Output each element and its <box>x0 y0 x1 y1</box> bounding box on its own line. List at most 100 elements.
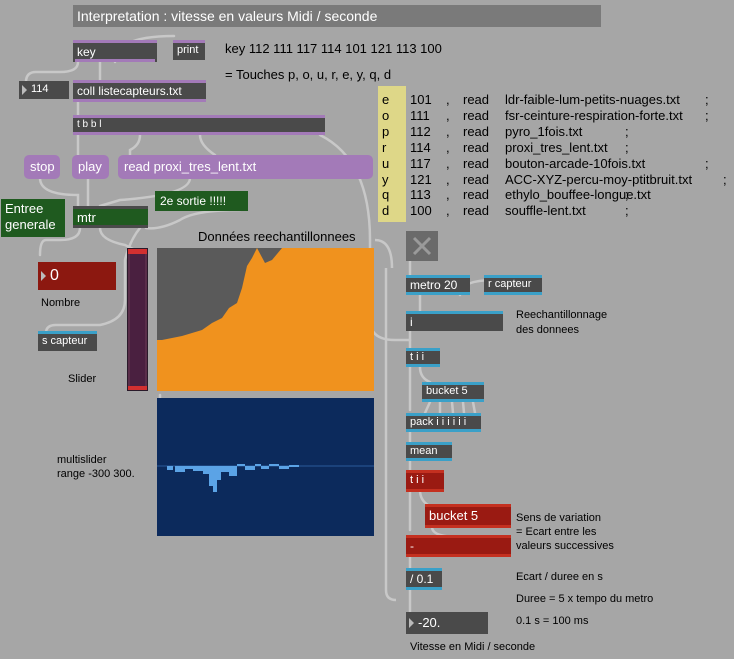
nombre-label: Nombre <box>41 297 81 309</box>
velocity-multislider[interactable] <box>157 398 374 536</box>
key-letter: y <box>382 171 389 187</box>
sens-label: Sens de variation = Ecart entre les vale… <box>516 512 614 552</box>
read-message[interactable]: read proxi_tres_lent.txt <box>118 155 373 179</box>
file-name: proxi_tres_lent.txt <box>505 139 608 155</box>
tbbl-object-label: t b b l <box>77 119 102 130</box>
nombre-value: 0 <box>50 267 59 284</box>
divide-object-label: / 0.1 <box>410 572 434 586</box>
number-114[interactable]: 114 <box>19 81 69 99</box>
key-letters-column <box>378 86 406 222</box>
key-separator: , <box>446 155 450 171</box>
key-code: 101 <box>410 92 432 107</box>
key-code: 112 <box>410 123 431 139</box>
tii-red-label: t i i <box>410 474 425 486</box>
play-message[interactable]: play <box>72 155 109 179</box>
mtr-object[interactable]: mtr <box>73 206 148 228</box>
data-multislider-shade <box>157 248 257 340</box>
minus-object[interactable]: - <box>406 535 511 557</box>
read-command: read <box>463 123 490 139</box>
bucket-b-object[interactable]: bucket 5 <box>425 504 511 528</box>
bucket-b-label: bucket 5 <box>429 508 479 523</box>
number-triangle-icon <box>22 85 27 95</box>
key-code: 117 <box>410 155 431 171</box>
pack-object[interactable]: pack i i i i i i <box>406 413 481 432</box>
r-capteur-object[interactable]: r capteur <box>484 275 542 295</box>
stop-message[interactable]: stop <box>24 155 60 179</box>
key-separator: , <box>446 107 450 123</box>
coll-object[interactable]: coll listecapteurs.txt <box>73 80 206 102</box>
divide-object[interactable]: / 0.1 <box>406 568 442 590</box>
print-object[interactable]: print <box>173 40 205 60</box>
key-letter: e <box>382 92 390 107</box>
coll-object-label: coll listecapteurs.txt <box>77 84 182 98</box>
file-name: ACC-XYZ-percu-moy-ptitbruit.txt <box>505 171 693 187</box>
nombre-number-box[interactable]: 0 <box>38 262 116 290</box>
i-object[interactable]: i <box>406 311 503 331</box>
print-object-label: print <box>177 44 199 56</box>
read-command: read <box>463 155 490 171</box>
velocity-bars <box>167 464 299 492</box>
row-terminator: ; <box>625 139 629 155</box>
donnees-label: Données reechantillonnees <box>198 229 356 244</box>
read-command: read <box>463 139 490 155</box>
metro-object[interactable]: metro 20 <box>406 275 470 295</box>
vitesse-label: Vitesse en Midi / seconde <box>410 641 536 653</box>
read-command: read <box>463 203 490 219</box>
sortie-label: 2e sortie !!!!! <box>155 191 248 211</box>
read-command: read <box>463 107 490 123</box>
read-command: read <box>463 187 490 203</box>
key-separator: , <box>446 92 450 107</box>
key-comment: key 112 111 117 114 101 121 113 100 <box>225 41 442 56</box>
number-114-value: 114 <box>31 83 49 95</box>
key-object[interactable]: key <box>73 40 157 62</box>
reech-label: Reechantillonnage des donnees <box>516 309 608 336</box>
bucket-a-label: bucket 5 <box>426 385 468 397</box>
vitesse-value: -20. <box>418 615 441 630</box>
data-multislider-notch <box>257 248 282 263</box>
data-multislider[interactable] <box>157 248 374 391</box>
file-name: ethylo_bouffee-longue.txt <box>505 187 651 203</box>
row-terminator: ; <box>705 107 709 123</box>
key-letter: q <box>382 187 390 203</box>
key-separator: , <box>446 139 450 155</box>
mean-object[interactable]: mean <box>406 442 452 461</box>
mean-object-label: mean <box>410 445 438 457</box>
s-capteur-label: s capteur <box>42 335 88 347</box>
duree-label: Duree = 5 x tempo du metro <box>516 593 654 605</box>
file-name: souffle-lent.txt <box>505 203 586 219</box>
key-code: 114 <box>410 139 431 155</box>
touches-comment: = Touches p, o, u, r, e, y, q, d <box>225 67 392 82</box>
key-object-label: key <box>77 45 96 59</box>
slider[interactable] <box>127 248 148 391</box>
tii-red-object[interactable]: t i i <box>406 470 444 492</box>
s-capteur-object[interactable]: s capteur <box>38 331 97 351</box>
key-separator: , <box>446 123 450 139</box>
key-code: 111 <box>410 107 430 123</box>
bucket-a-object[interactable]: bucket 5 <box>422 382 484 402</box>
toggle-x-icon <box>412 236 432 256</box>
tii-object[interactable]: t i i <box>406 348 440 367</box>
row-terminator: ; <box>705 155 709 171</box>
file-name: pyro_1fois.txt <box>505 123 583 139</box>
toggle[interactable] <box>406 231 438 261</box>
ms-label: 0.1 s = 100 ms <box>516 615 589 627</box>
nombre-triangle-icon <box>41 271 46 281</box>
key-letter: r <box>382 139 387 155</box>
minus-object-label: - <box>410 539 414 553</box>
multislider-label: multislider range -300 300. <box>57 454 135 480</box>
mtr-object-label: mtr <box>77 210 96 225</box>
tbbl-object[interactable]: t b b l <box>73 115 325 135</box>
key-code: 121 <box>410 171 432 187</box>
sortie-label-text: 2e sortie !!!!! <box>160 194 227 208</box>
read-command: read <box>463 171 490 187</box>
r-capteur-label: r capteur <box>488 278 532 290</box>
tii-object-label: t i i <box>410 351 425 363</box>
key-letter: u <box>382 155 390 171</box>
stop-message-label: stop <box>30 159 55 174</box>
vitesse-number-box[interactable]: -20. <box>406 612 488 634</box>
slider-knob[interactable] <box>128 386 147 390</box>
key-code: 113 <box>410 187 431 203</box>
i-object-label: i <box>410 315 413 329</box>
ecart-label: Ecart / duree en s <box>516 571 603 583</box>
key-separator: , <box>446 171 450 187</box>
